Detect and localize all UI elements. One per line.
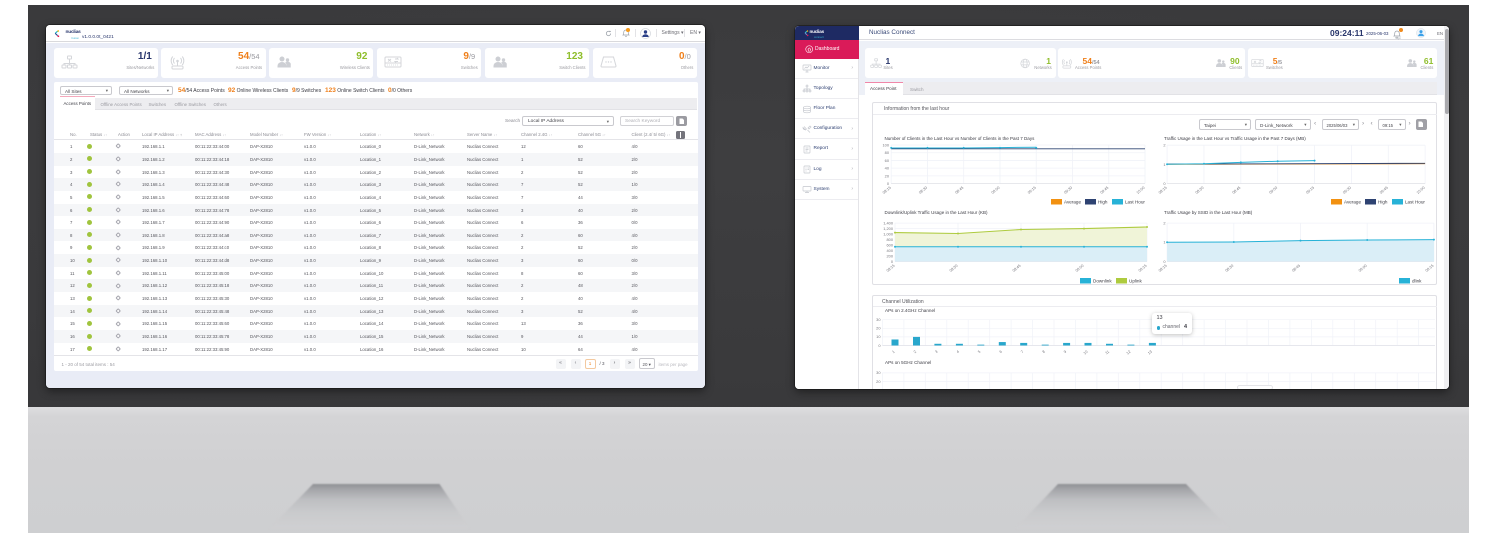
svg-text:Last Hour: Last Hour — [1405, 199, 1425, 204]
svg-text:2: 2 — [1163, 143, 1165, 148]
svg-text:09:00: 09:00 — [1358, 264, 1368, 273]
svg-text:09:30: 09:30 — [1342, 186, 1352, 195]
svg-text:800: 800 — [887, 237, 894, 242]
svg-text:1,400: 1,400 — [883, 220, 894, 225]
svg-text:dlink: dlink — [1412, 278, 1422, 283]
svg-text:09:45: 09:45 — [1379, 186, 1389, 195]
svg-text:Number of Clients in the Last: Number of Clients in the Last Hour vs Nu… — [885, 136, 1036, 141]
svg-text:08:15: 08:15 — [882, 186, 892, 195]
svg-text:08:45: 08:45 — [1232, 186, 1242, 195]
svg-text:09:00: 09:00 — [1268, 186, 1278, 195]
svg-text:30: 30 — [876, 370, 881, 375]
svg-text:13: 13 — [1147, 350, 1153, 356]
svg-text:Uplink: Uplink — [1129, 278, 1142, 283]
svg-text:0: 0 — [878, 343, 881, 348]
svg-text:30: 30 — [876, 317, 881, 322]
svg-text:4: 4 — [956, 350, 960, 354]
svg-text:08:30: 08:30 — [1195, 186, 1205, 195]
svg-text:40: 40 — [885, 166, 890, 171]
svg-text:9: 9 — [1063, 350, 1067, 354]
svg-text:6: 6 — [999, 350, 1003, 354]
svg-text:08:45: 08:45 — [955, 186, 965, 195]
svg-text:1,000: 1,000 — [883, 231, 894, 236]
svg-text:08:45: 08:45 — [1012, 264, 1022, 273]
svg-text:20: 20 — [876, 326, 881, 331]
svg-text:08:15: 08:15 — [1158, 264, 1168, 273]
svg-text:09:15: 09:15 — [1425, 264, 1435, 273]
svg-text:09:00: 09:00 — [1075, 264, 1085, 273]
svg-text:08:15: 08:15 — [886, 264, 896, 273]
svg-text:0: 0 — [891, 259, 894, 264]
svg-text:08:15: 08:15 — [1158, 186, 1168, 195]
svg-text:80: 80 — [885, 150, 890, 155]
svg-text:High: High — [1098, 199, 1108, 204]
svg-text:09:15: 09:15 — [1305, 186, 1315, 195]
svg-text:09:00: 09:00 — [991, 186, 1001, 195]
svg-text:Traffic Usage in the Last Hour: Traffic Usage in the Last Hour vs Traffi… — [1164, 136, 1306, 141]
svg-text:1,200: 1,200 — [883, 226, 894, 231]
svg-text:10: 10 — [876, 334, 881, 339]
svg-text:0: 0 — [1163, 181, 1166, 186]
svg-text:Average: Average — [1064, 199, 1081, 204]
svg-text:3: 3 — [934, 350, 938, 354]
svg-text:APs on 2.4GHz Channel: APs on 2.4GHz Channel — [885, 308, 935, 313]
svg-text:APs on 5GHz Channel: APs on 5GHz Channel — [885, 360, 931, 365]
svg-text:High: High — [1378, 199, 1388, 204]
svg-text:Traffic Usage by SSID in the L: Traffic Usage by SSID in the Last Hour (… — [1164, 210, 1253, 215]
svg-text:10:00: 10:00 — [1136, 186, 1146, 195]
svg-text:1: 1 — [1163, 162, 1165, 167]
svg-text:Last Hour: Last Hour — [1125, 199, 1145, 204]
svg-text:11: 11 — [1105, 350, 1111, 356]
svg-text:08:30: 08:30 — [918, 186, 928, 195]
svg-text:09:15: 09:15 — [1027, 186, 1037, 195]
svg-text:2: 2 — [1163, 220, 1165, 225]
svg-text:Downlink/Uplink Traffic Usage: Downlink/Uplink Traffic Usage in the Las… — [885, 210, 988, 215]
svg-text:10: 10 — [1083, 350, 1089, 356]
svg-text:0: 0 — [887, 181, 890, 186]
svg-text:8: 8 — [1042, 350, 1046, 354]
svg-text:200: 200 — [887, 253, 894, 258]
svg-text:7: 7 — [1020, 350, 1024, 354]
svg-text:10:00: 10:00 — [1416, 186, 1426, 195]
svg-text:400: 400 — [887, 248, 894, 253]
svg-text:0: 0 — [1163, 259, 1166, 264]
svg-text:08:30: 08:30 — [949, 264, 959, 273]
svg-text:1: 1 — [891, 350, 895, 354]
svg-text:09:45: 09:45 — [1100, 186, 1110, 195]
svg-text:12: 12 — [1126, 350, 1132, 356]
svg-text:100: 100 — [883, 142, 890, 147]
svg-text:Downlink: Downlink — [1093, 278, 1112, 283]
svg-text:5: 5 — [977, 350, 981, 354]
svg-text:20: 20 — [876, 379, 881, 384]
svg-text:60: 60 — [885, 158, 890, 163]
svg-text:2: 2 — [913, 350, 917, 354]
svg-text:08:45: 08:45 — [1291, 264, 1301, 273]
svg-text:08:30: 08:30 — [1225, 264, 1235, 273]
svg-text:1: 1 — [1163, 240, 1165, 245]
svg-text:20: 20 — [885, 173, 890, 178]
svg-text:09:30: 09:30 — [1063, 186, 1073, 195]
svg-text:09:15: 09:15 — [1138, 264, 1148, 273]
svg-text:Average: Average — [1344, 199, 1361, 204]
svg-text:600: 600 — [887, 242, 894, 247]
